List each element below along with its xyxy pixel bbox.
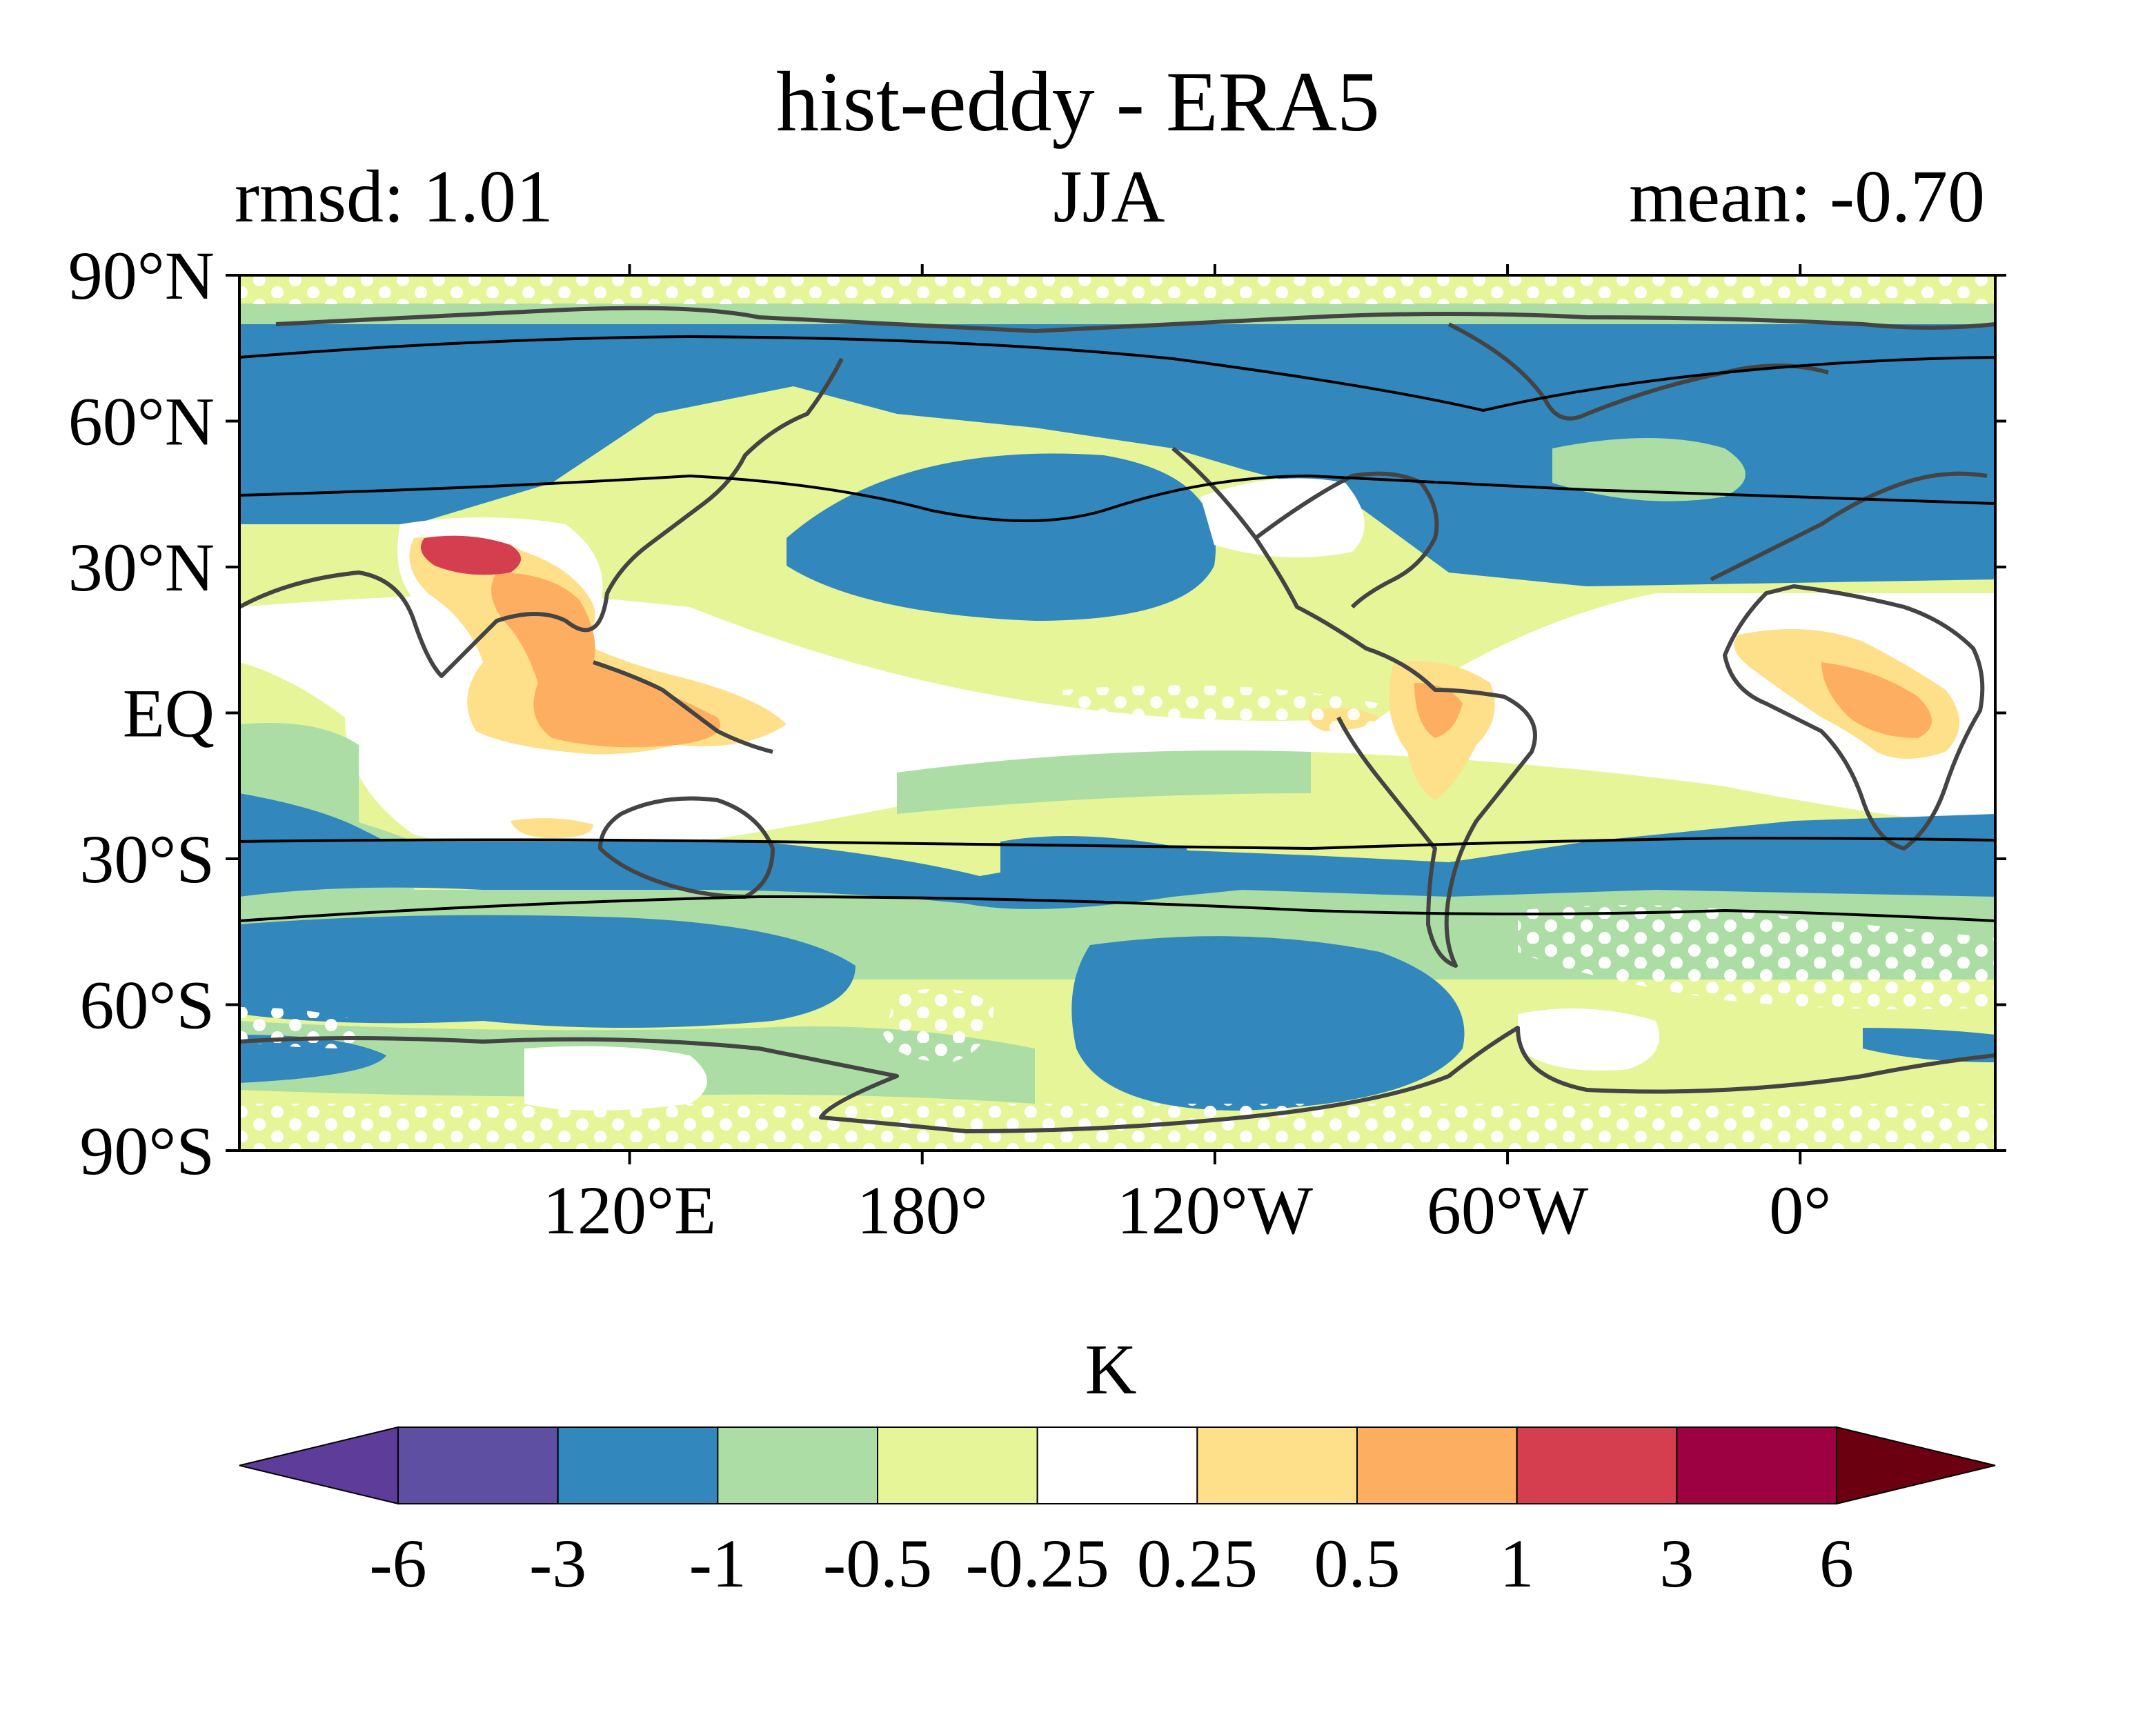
colorbar-bin xyxy=(1036,1426,1198,1504)
colorbar-bin xyxy=(557,1426,719,1504)
colorbar-unit-label: K xyxy=(1085,1330,1136,1409)
lat-tick-label: 90°N xyxy=(68,237,215,314)
latitude-axis: 90°N 60°N 30°N EQ 30°S 60°S 90°S xyxy=(68,237,2006,1189)
colorbar-bin xyxy=(877,1426,1038,1504)
lon-tick-label: 0° xyxy=(1769,1172,1831,1249)
lon-tick-label: 120°E xyxy=(543,1172,716,1249)
lon-tick-label: 180° xyxy=(857,1172,988,1249)
colorbar-bin xyxy=(717,1426,879,1504)
longitude-axis: 120°E 180° 120°W 60°W 0° xyxy=(543,264,1831,1249)
lat-tick-label: EQ xyxy=(123,675,215,752)
lat-tick-label: 30°S xyxy=(79,821,215,897)
colorbar-tick-label: -0.5 xyxy=(823,1525,932,1602)
lat-tick-label: 30°N xyxy=(68,529,215,606)
colorbar-bin xyxy=(1356,1426,1518,1504)
colorbar-tick-label: 0.5 xyxy=(1314,1525,1401,1602)
colorbar-extend-low xyxy=(239,1426,399,1505)
colorbar-bin xyxy=(1516,1426,1678,1504)
colorbar-tick-label: -3 xyxy=(529,1525,586,1602)
anomaly-field xyxy=(239,275,1995,1151)
rmsd-label: rmsd: 1.01 xyxy=(235,156,554,238)
lon-tick-label: 120°W xyxy=(1117,1172,1314,1249)
colorbar-extend-high xyxy=(1836,1426,1996,1505)
colorbar-tick-label: -0.25 xyxy=(966,1525,1109,1602)
colorbar-bin xyxy=(1676,1426,1837,1504)
colorbar: -6 -3 -1 -0.5 -0.25 0.25 0.5 1 3 6 xyxy=(239,1426,1996,1602)
colorbar-bin xyxy=(397,1426,559,1504)
plot-title: hist-eddy - ERA5 xyxy=(776,54,1380,149)
lat-tick-label: 60°N xyxy=(68,384,215,460)
mean-label: mean: -0.70 xyxy=(1629,156,1985,238)
colorbar-tick-label: 3 xyxy=(1659,1525,1694,1602)
lon-tick-label: 60°W xyxy=(1427,1172,1589,1249)
colorbar-tick-label: 0.25 xyxy=(1137,1525,1258,1602)
lat-tick-label: 90°S xyxy=(79,1113,215,1189)
season-label: JJA xyxy=(1053,156,1165,238)
colorbar-tick-label: 1 xyxy=(1500,1525,1534,1602)
colorbar-tick-label: -6 xyxy=(369,1525,426,1602)
colorbar-tick-label: -1 xyxy=(689,1525,746,1602)
colorbar-bin xyxy=(1196,1426,1358,1504)
colorbar-tick-label: 6 xyxy=(1819,1525,1854,1602)
lat-tick-label: 60°S xyxy=(79,967,215,1044)
